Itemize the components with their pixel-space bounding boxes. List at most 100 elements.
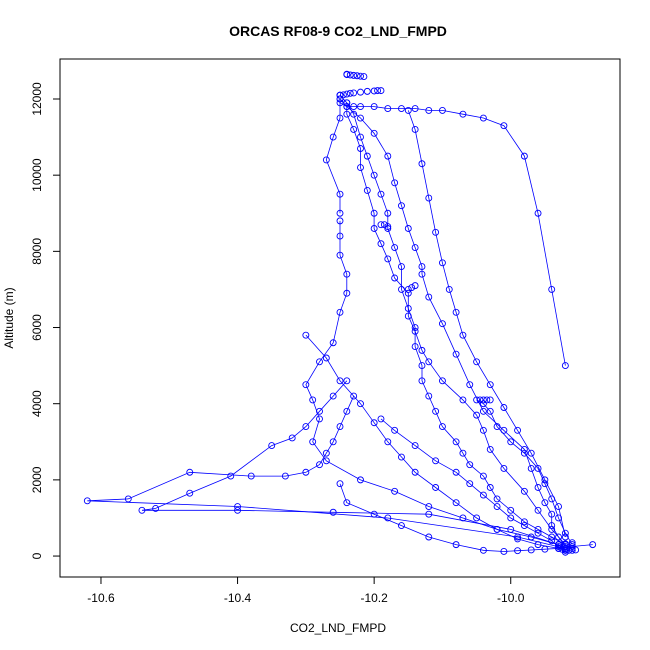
data-point — [302, 423, 310, 431]
data-point — [384, 255, 392, 263]
series-line — [339, 483, 593, 552]
data-point — [357, 400, 364, 408]
data-point — [466, 480, 474, 488]
data-point — [425, 194, 433, 202]
data-point — [548, 285, 556, 293]
data-point — [507, 438, 515, 446]
data-point — [363, 186, 371, 194]
data-point — [418, 160, 426, 168]
data-point — [558, 545, 566, 553]
data-point — [398, 202, 405, 210]
data-point — [555, 503, 562, 510]
data-point — [466, 381, 474, 389]
data-point — [411, 105, 419, 112]
data-point — [336, 308, 344, 316]
data-point — [391, 244, 399, 251]
y-tick-label: 8000 — [30, 238, 44, 265]
data-point — [527, 449, 535, 457]
data-point — [425, 503, 433, 510]
data-point — [555, 533, 562, 541]
data-point — [346, 71, 354, 79]
data-point — [493, 495, 501, 503]
data-point — [370, 171, 378, 179]
y-axis-label: Altitude (m) — [2, 287, 16, 348]
data-point — [404, 285, 412, 293]
data-point — [520, 522, 528, 530]
data-point — [445, 285, 453, 293]
data-point — [479, 426, 487, 434]
data-point — [500, 404, 508, 411]
data-point — [384, 514, 392, 522]
data-point — [486, 445, 494, 453]
data-point — [541, 480, 549, 488]
data-point — [343, 270, 351, 278]
series-line — [339, 99, 566, 366]
data-point — [343, 99, 351, 107]
data-point — [186, 489, 194, 497]
data-point — [343, 71, 351, 79]
data-point — [476, 396, 484, 404]
data-point — [507, 506, 515, 514]
data-point — [357, 164, 364, 172]
data-point — [432, 457, 440, 465]
data-point — [561, 529, 569, 537]
data-point — [473, 396, 481, 404]
data-point — [339, 91, 347, 99]
data-point — [391, 487, 399, 495]
data-point — [459, 449, 467, 457]
data-point — [527, 464, 535, 472]
data-point — [561, 540, 569, 548]
x-tick-label: -10.0 — [497, 591, 525, 605]
data-point — [561, 362, 569, 370]
plot-frame — [59, 58, 621, 578]
data-point — [534, 464, 542, 472]
data-point — [343, 407, 351, 415]
series-line — [339, 94, 566, 545]
data-point — [83, 497, 91, 505]
data-point — [479, 114, 487, 122]
data-point — [363, 87, 371, 95]
data-point — [124, 495, 132, 503]
data-point — [479, 472, 487, 480]
data-point — [565, 546, 573, 554]
data-point — [425, 358, 433, 366]
data-point — [350, 126, 358, 133]
data-point — [227, 472, 235, 480]
data-point — [329, 508, 337, 516]
series-line — [380, 418, 566, 551]
data-point — [322, 354, 330, 362]
data-point — [572, 546, 580, 554]
x-tick-label: -10.2 — [360, 591, 388, 605]
data-point — [418, 377, 426, 385]
series-line — [305, 220, 566, 549]
data-point — [520, 449, 528, 457]
data-point — [459, 514, 467, 522]
data-point — [438, 259, 446, 267]
data-point — [493, 503, 501, 510]
data-point — [370, 225, 378, 232]
series-line — [407, 110, 566, 538]
data-point — [336, 114, 344, 122]
data-point — [520, 445, 528, 453]
data-point — [418, 346, 426, 354]
data-point — [336, 480, 344, 488]
data-point — [555, 514, 562, 522]
data-point — [452, 541, 460, 549]
data-point — [514, 547, 522, 555]
data-point — [370, 510, 378, 518]
data-point — [384, 152, 392, 160]
data-point — [452, 499, 460, 507]
data-point — [479, 407, 487, 415]
data-point — [479, 491, 487, 499]
data-point — [343, 110, 351, 118]
data-point — [404, 106, 412, 114]
data-point — [398, 263, 405, 271]
data-point — [322, 156, 330, 164]
data-point — [520, 518, 528, 526]
data-point — [548, 495, 556, 503]
data-point — [186, 468, 194, 476]
data-point — [473, 411, 481, 419]
data-point — [438, 377, 446, 385]
data-point — [555, 544, 562, 552]
